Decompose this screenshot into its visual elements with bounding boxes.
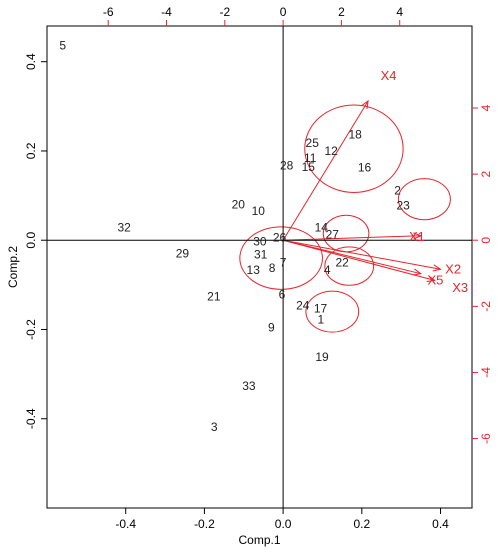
variable-label-group: X1 X2 X3 X4 X5: [381, 68, 469, 295]
observation-label-25: 25: [306, 136, 320, 150]
top-tick-label-5: 4: [396, 5, 403, 19]
arrow-x4: [282, 100, 369, 241]
observation-label-15: 15: [302, 160, 316, 174]
x-tick-label-2: 0.0: [275, 517, 292, 531]
observation-label-6: 6: [279, 288, 286, 302]
top-tick-label-0: -6: [103, 5, 114, 19]
observation-label-14: 14: [315, 221, 329, 235]
variable-label-x4: X4: [381, 68, 397, 83]
observation-label-12: 12: [324, 144, 338, 158]
arrowhead-x1: [413, 232, 423, 240]
y-tick-label-0: -0.4: [24, 408, 38, 429]
observation-label-18: 18: [348, 127, 362, 141]
cluster-ellipse-5: [324, 246, 375, 286]
arrowhead-x3: [426, 275, 436, 283]
observation-label-22: 22: [335, 256, 349, 270]
variable-label-x1: X1: [409, 229, 425, 244]
arrowhead-x4: [361, 99, 369, 109]
left-axis: -0.4 -0.2 0.0 0.2 0.4: [24, 53, 47, 429]
arrow-x1: [283, 235, 421, 241]
x-tick-label-3: 0.2: [353, 517, 370, 531]
plot-frame: [46, 25, 473, 509]
zero-line-group: [47, 26, 472, 508]
observation-label-26: 26: [273, 231, 287, 245]
right-axis: -6 -4 -2 0 2 4: [472, 104, 493, 444]
observation-label-32: 32: [117, 220, 131, 234]
y-tick-label-3: 0.2: [24, 142, 38, 159]
x-tick-label-4: 0.4: [432, 517, 449, 531]
observation-label-5: 5: [59, 39, 66, 53]
ellipse-group: [239, 104, 451, 333]
observation-label-28: 28: [280, 159, 294, 173]
x-tick-label-1: -0.2: [194, 517, 215, 531]
observation-label-17: 17: [314, 302, 328, 316]
variable-arrow-group: [282, 99, 442, 283]
arrow-x3: [282, 239, 435, 281]
right-tick-label-5: 4: [479, 104, 493, 111]
observation-label-2: 2: [394, 184, 401, 198]
observation-label-16: 16: [358, 160, 372, 174]
observation-label-1: 1: [318, 313, 325, 327]
cluster-ellipse-3: [397, 178, 451, 221]
y-tick-label-1: -0.2: [24, 319, 38, 340]
observation-label-8: 8: [269, 261, 276, 275]
right-tick-label-4: 2: [479, 170, 493, 177]
arrowhead-x5: [412, 268, 423, 276]
y-tick-label-2: 0.0: [24, 232, 38, 249]
right-tick-label-1: -4: [479, 367, 493, 378]
right-tick-label-3: 0: [479, 237, 493, 244]
top-tick-label-4: 2: [338, 5, 345, 19]
observation-label-20: 20: [232, 198, 246, 212]
observation-label-10: 10: [252, 204, 266, 218]
variable-label-x5: X5: [427, 272, 443, 287]
observation-label-33: 33: [242, 379, 256, 393]
observation-label-24: 24: [296, 298, 310, 312]
observation-label-9: 9: [268, 321, 275, 335]
y-tick-label-4: 0.4: [24, 53, 38, 70]
top-tick-label-3: 0: [280, 5, 287, 19]
observation-label-4: 4: [324, 263, 331, 277]
observation-label-31: 31: [254, 248, 268, 262]
observation-label-19: 19: [315, 350, 329, 364]
cluster-ellipse-1: [239, 226, 323, 290]
bottom-axis: -0.4 -0.2 0.0 0.2 0.4: [115, 508, 449, 531]
x-axis-title: Comp.1: [238, 533, 280, 547]
top-tick-label-1: -4: [161, 5, 172, 19]
top-axis: -6 -4 -2 0 2 4: [103, 5, 403, 26]
observation-label-21: 21: [207, 289, 221, 303]
y-axis-title: Comp.2: [6, 246, 20, 288]
arrow-x2: [283, 239, 441, 270]
right-tick-label-2: -2: [479, 301, 493, 312]
observation-label-23: 23: [396, 198, 410, 212]
x-tick-label-0: -0.4: [115, 517, 136, 531]
observation-label-13: 13: [247, 263, 261, 277]
observation-label-11: 11: [304, 151, 317, 165]
variable-label-x3: X3: [452, 280, 468, 295]
observation-label-3: 3: [211, 420, 218, 434]
arrowhead-x2: [432, 264, 442, 272]
cluster-ellipse-6: [305, 290, 360, 333]
arrow-x5: [282, 239, 421, 275]
right-tick-label-0: -6: [479, 433, 493, 444]
variable-label-x2: X2: [445, 261, 461, 276]
cluster-ellipse-2: [304, 104, 404, 193]
observation-label-7: 7: [280, 256, 287, 270]
observation-label-30: 30: [253, 235, 267, 249]
top-tick-label-2: -2: [219, 5, 230, 19]
observation-label-29: 29: [176, 247, 190, 261]
observation-label-27: 27: [326, 227, 340, 241]
